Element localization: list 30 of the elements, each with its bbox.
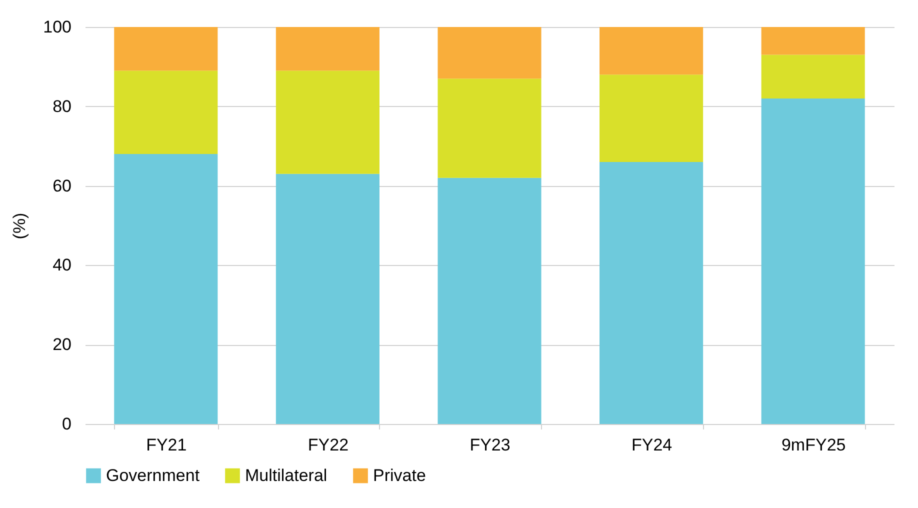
bar [600,74,704,162]
bar [600,27,704,75]
y-tick-label: 100 [43,18,72,36]
bar [114,70,218,154]
bar [761,98,865,424]
bar [438,178,542,424]
bar [761,27,865,55]
bar [600,162,704,424]
bar [276,70,380,174]
x-tick-label: FY22 [308,436,349,454]
y-tick-label: 40 [52,256,72,275]
bar [276,174,380,424]
legend-label: Multilateral [245,466,328,485]
y-tick-label: 20 [52,335,72,354]
bar [761,54,865,98]
x-tick-label: FY21 [146,436,187,454]
legend-label: Government [106,466,200,485]
bar [114,27,218,71]
bar [438,78,542,178]
bar [276,27,380,71]
bar [114,154,218,424]
y-axis-title: (%) [10,212,30,240]
x-tick-label: FY24 [631,436,672,454]
y-tick-label: 60 [52,176,72,196]
x-tick-label: FY23 [470,436,510,454]
y-tick-label: 0 [62,414,72,434]
x-tick-label: 9mFY25 [781,436,846,454]
legend-label: Private [373,466,426,485]
y-tick-label: 80 [52,96,72,116]
bar [438,27,542,79]
